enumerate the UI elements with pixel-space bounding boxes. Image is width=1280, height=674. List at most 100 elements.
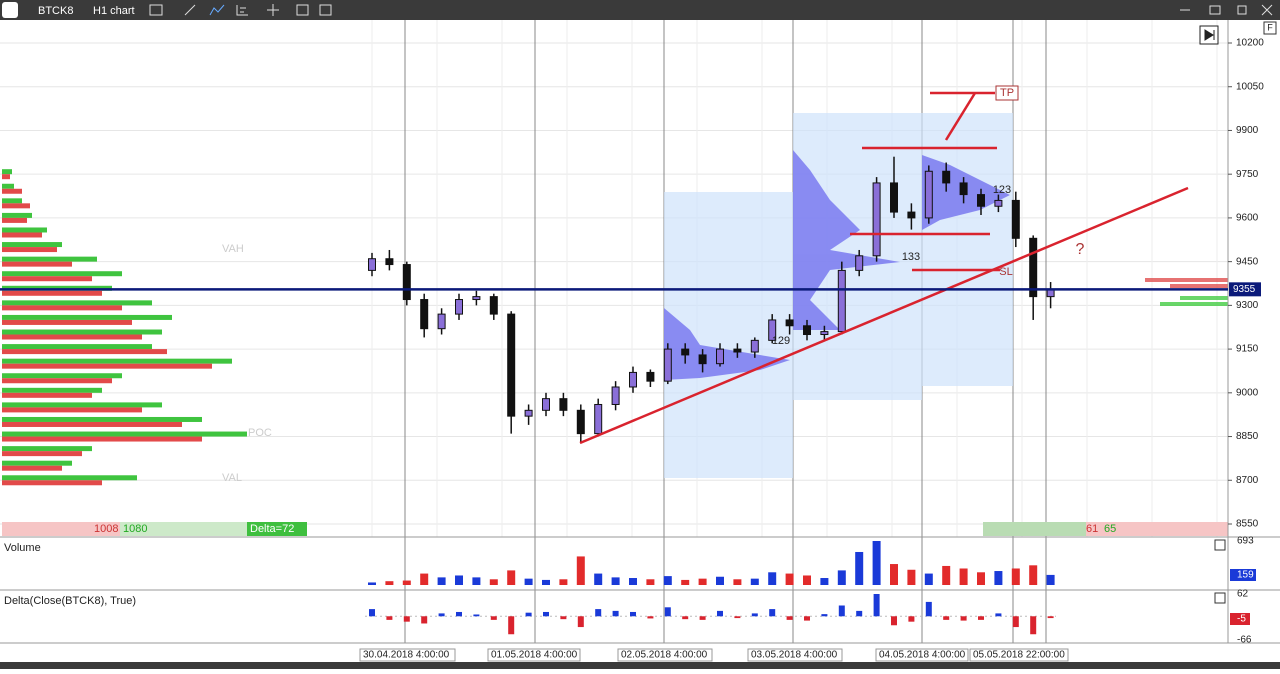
delta-bar <box>734 616 741 619</box>
count-label: 129 <box>772 335 790 347</box>
volume-bar <box>489 579 498 585</box>
drawings <box>579 91 1189 445</box>
volume-bar <box>716 576 724 585</box>
question: ? <box>1076 241 1085 258</box>
buy-bar <box>2 183 14 189</box>
price-tick-label: 10050 <box>1236 81 1264 92</box>
candle-up <box>663 348 672 382</box>
close-delta[interactable] <box>1214 592 1226 604</box>
volume-bar <box>455 575 463 585</box>
volume-title: Volume <box>4 542 41 554</box>
buy-bar <box>2 475 137 481</box>
volume-bar <box>542 579 550 585</box>
volume-bar <box>611 577 620 585</box>
candle-up <box>855 255 864 271</box>
right-profile <box>1145 278 1228 306</box>
delta-bar <box>717 610 723 617</box>
symbol[interactable]: BTCK8 <box>38 5 73 17</box>
volume-bar <box>524 578 533 585</box>
icon[interactable] <box>209 4 225 16</box>
delta-bar <box>1012 616 1019 628</box>
profile-bar <box>1145 278 1228 282</box>
volume-bars <box>368 541 1055 585</box>
sell-bar <box>2 334 142 340</box>
volume-bar <box>402 580 411 585</box>
candle-up <box>629 371 637 388</box>
icon[interactable] <box>149 4 163 16</box>
delta-bar <box>960 616 967 621</box>
window-controls[interactable] <box>1180 4 1273 16</box>
price-tick-label: 9300 <box>1236 300 1259 311</box>
footer-right-b: 65 <box>1104 523 1116 535</box>
sell-bar <box>2 217 27 223</box>
sell-bar <box>2 392 92 398</box>
price-tick-label: 9600 <box>1236 213 1259 224</box>
candle-down <box>1029 237 1038 298</box>
candle-up <box>750 339 759 353</box>
volume-bar <box>646 579 655 585</box>
status-bar <box>0 662 1280 669</box>
icon[interactable] <box>296 4 309 16</box>
candle-up <box>768 319 777 341</box>
volume-bar <box>907 569 916 585</box>
arrow <box>944 92 977 141</box>
delta-bottom: -66 <box>1237 635 1252 646</box>
buy-bar <box>2 169 12 175</box>
volume-bar <box>820 578 829 585</box>
delta-bar <box>943 616 950 620</box>
time-box <box>617 648 713 662</box>
volume-bar <box>385 581 394 585</box>
f-button[interactable] <box>1263 21 1277 35</box>
volume-bar <box>942 565 951 585</box>
buy-bar <box>2 314 172 320</box>
icon[interactable] <box>267 4 279 16</box>
icon[interactable] <box>184 4 196 16</box>
current-price-box <box>1229 282 1261 297</box>
sell-bar <box>2 378 112 384</box>
timeframe[interactable]: H1 chart <box>93 5 135 17</box>
volume-bar <box>629 578 637 585</box>
delta-bars <box>365 594 1056 635</box>
delta-bar <box>664 607 671 617</box>
candle-down <box>402 264 411 301</box>
val-label: VAL <box>222 472 242 484</box>
delta-bar <box>403 616 410 622</box>
buy-bar <box>2 402 162 408</box>
candle-down <box>890 182 898 213</box>
footer-right-red <box>1086 522 1228 536</box>
buy-bar <box>2 358 232 364</box>
buy-bar <box>2 300 152 306</box>
candle-down <box>803 325 811 336</box>
volume-bar <box>768 572 777 585</box>
logo[interactable] <box>2 2 18 18</box>
time-box <box>359 648 456 662</box>
sell-bar <box>2 319 132 325</box>
sell-bar <box>2 188 22 194</box>
delta-bar <box>699 616 706 620</box>
price-tick-label: 9750 <box>1236 169 1259 180</box>
icon[interactable] <box>236 5 248 16</box>
candle-up <box>994 199 1003 207</box>
sell-bar <box>2 436 202 442</box>
sell-bar <box>2 276 92 282</box>
volume-bar <box>368 582 376 585</box>
price-tick-label: 8550 <box>1236 519 1259 530</box>
time-label: 01.05.2018 4:00:00 <box>491 650 578 661</box>
candle-down <box>959 182 968 196</box>
buy-bar <box>2 416 202 422</box>
candle-down <box>907 211 916 219</box>
sell-bar <box>2 174 10 180</box>
icon[interactable] <box>319 4 332 16</box>
delta-bar <box>490 616 497 620</box>
close-volume[interactable] <box>1214 539 1226 551</box>
trend-line <box>579 186 1189 445</box>
candle-up <box>716 348 724 365</box>
time-label: 03.05.2018 4:00:00 <box>751 650 838 661</box>
delta-bar <box>456 611 462 617</box>
tp-label: TP <box>1000 87 1014 99</box>
delta-bar <box>995 613 1002 617</box>
delta-bar <box>612 610 619 617</box>
candle-down <box>698 354 707 365</box>
toolbar <box>0 0 1280 20</box>
